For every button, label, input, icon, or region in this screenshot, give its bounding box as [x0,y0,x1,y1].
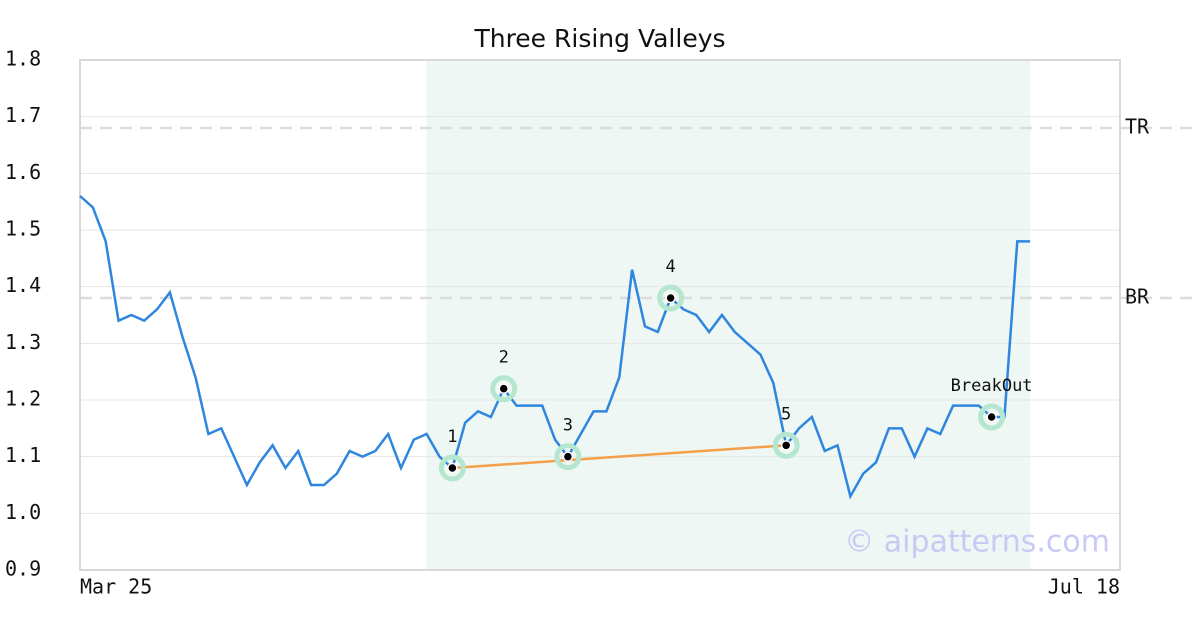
x-tick-label: Mar 25 [80,575,152,599]
y-tick-label: 1.0 [5,500,41,524]
point-halo [554,443,582,471]
level-label: TR [1125,115,1150,139]
point-halo [657,284,685,312]
highlight-region [426,60,1031,570]
point-halo [438,454,466,482]
point-label: BreakOut [951,376,1033,396]
y-tick-label: 1.4 [5,273,41,297]
point-halo [772,431,800,459]
point-label: 2 [499,348,509,368]
point-label: 4 [665,257,675,277]
y-tick-label: 1.2 [5,387,41,411]
y-tick-label: 1.6 [5,160,41,184]
point-dot [562,451,574,462]
y-tick-label: 1.8 [5,47,41,71]
point-dot [498,383,509,394]
plot-frame [79,59,1121,571]
point-dot [447,462,458,474]
point-halo [978,403,1006,431]
y-tick-label: 1.5 [5,217,41,241]
trend-line [452,444,787,470]
chart-title: Three Rising Valleys [473,24,725,53]
point-label: 1 [447,427,457,447]
point-label: 3 [563,416,573,436]
x-tick-label: Jul 18 [1048,575,1120,599]
point-dot [665,292,676,304]
watermark: © aipatterns.com [844,525,1110,560]
point-dot [780,440,792,451]
point-halo [490,375,518,403]
y-tick-label: 1.3 [5,330,41,354]
y-tick-label: 1.1 [5,443,41,467]
y-tick-label: 1.7 [5,103,41,127]
y-tick-label: 0.9 [5,557,41,581]
point-label: 5 [781,404,791,424]
price-line [79,195,1031,500]
level-label: BR [1125,285,1150,309]
point-dot [986,411,997,423]
